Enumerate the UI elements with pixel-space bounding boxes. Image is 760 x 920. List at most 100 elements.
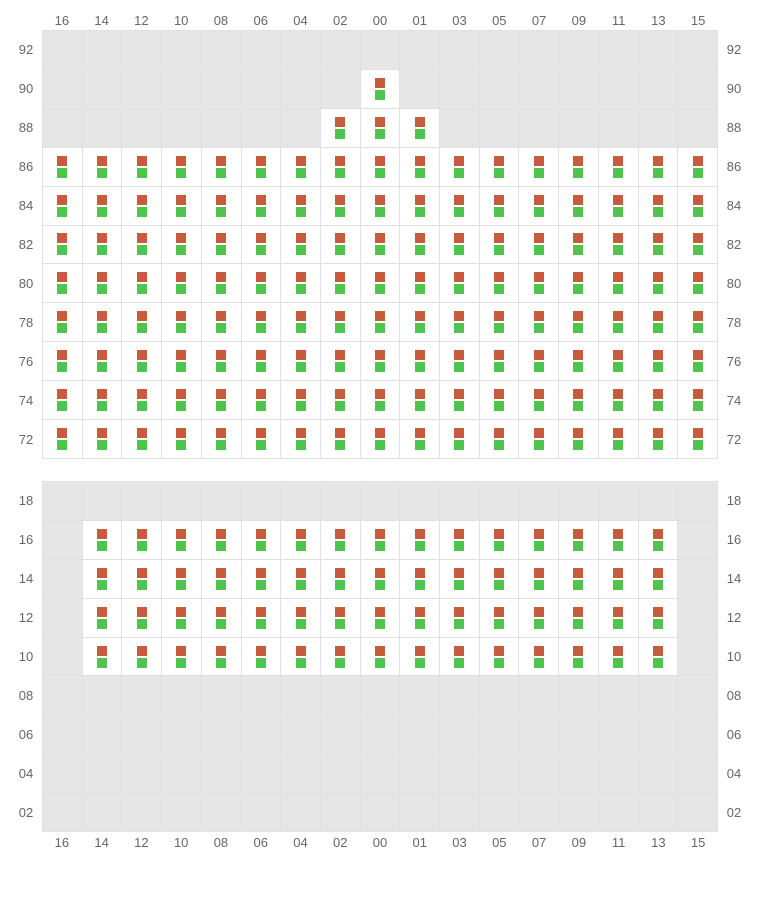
slot-occupied[interactable] — [598, 638, 638, 676]
slot-occupied[interactable] — [360, 148, 400, 186]
slot-occupied[interactable] — [677, 420, 718, 458]
slot-occupied[interactable] — [280, 599, 320, 637]
slot-occupied[interactable] — [42, 420, 82, 458]
slot-occupied[interactable] — [598, 381, 638, 419]
slot-occupied[interactable] — [161, 264, 201, 302]
slot-occupied[interactable] — [42, 148, 82, 186]
slot-occupied[interactable] — [558, 187, 598, 225]
slot-occupied[interactable] — [320, 521, 360, 559]
slot-occupied[interactable] — [82, 303, 122, 341]
slot-occupied[interactable] — [598, 187, 638, 225]
slot-occupied[interactable] — [360, 109, 400, 147]
slot-occupied[interactable] — [161, 226, 201, 264]
slot-occupied[interactable] — [82, 381, 122, 419]
slot-occupied[interactable] — [598, 560, 638, 598]
slot-occupied[interactable] — [241, 560, 281, 598]
slot-occupied[interactable] — [399, 381, 439, 419]
slot-occupied[interactable] — [360, 70, 400, 108]
slot-occupied[interactable] — [677, 187, 718, 225]
slot-occupied[interactable] — [518, 560, 558, 598]
slot-occupied[interactable] — [320, 381, 360, 419]
slot-occupied[interactable] — [280, 187, 320, 225]
slot-occupied[interactable] — [677, 381, 718, 419]
slot-occupied[interactable] — [479, 381, 519, 419]
slot-occupied[interactable] — [677, 148, 718, 186]
slot-occupied[interactable] — [399, 420, 439, 458]
slot-occupied[interactable] — [82, 264, 122, 302]
slot-occupied[interactable] — [439, 560, 479, 598]
slot-occupied[interactable] — [280, 342, 320, 380]
slot-occupied[interactable] — [360, 303, 400, 341]
slot-occupied[interactable] — [121, 381, 161, 419]
slot-occupied[interactable] — [161, 342, 201, 380]
slot-occupied[interactable] — [479, 560, 519, 598]
slot-occupied[interactable] — [677, 303, 718, 341]
slot-occupied[interactable] — [439, 187, 479, 225]
slot-occupied[interactable] — [558, 560, 598, 598]
slot-occupied[interactable] — [42, 226, 82, 264]
slot-occupied[interactable] — [121, 560, 161, 598]
slot-occupied[interactable] — [201, 226, 241, 264]
slot-occupied[interactable] — [320, 109, 360, 147]
slot-occupied[interactable] — [201, 264, 241, 302]
slot-occupied[interactable] — [82, 420, 122, 458]
slot-occupied[interactable] — [518, 303, 558, 341]
slot-occupied[interactable] — [558, 148, 598, 186]
slot-occupied[interactable] — [42, 381, 82, 419]
slot-occupied[interactable] — [280, 560, 320, 598]
slot-occupied[interactable] — [439, 148, 479, 186]
slot-occupied[interactable] — [518, 420, 558, 458]
slot-occupied[interactable] — [558, 420, 598, 458]
slot-occupied[interactable] — [439, 420, 479, 458]
slot-occupied[interactable] — [399, 187, 439, 225]
slot-occupied[interactable] — [201, 303, 241, 341]
slot-occupied[interactable] — [280, 303, 320, 341]
slot-occupied[interactable] — [518, 226, 558, 264]
slot-occupied[interactable] — [399, 638, 439, 676]
slot-occupied[interactable] — [320, 264, 360, 302]
slot-occupied[interactable] — [280, 638, 320, 676]
slot-occupied[interactable] — [479, 342, 519, 380]
slot-occupied[interactable] — [479, 148, 519, 186]
slot-occupied[interactable] — [360, 638, 400, 676]
slot-occupied[interactable] — [399, 264, 439, 302]
slot-occupied[interactable] — [399, 599, 439, 637]
slot-occupied[interactable] — [82, 187, 122, 225]
slot-occupied[interactable] — [320, 342, 360, 380]
slot-occupied[interactable] — [280, 420, 320, 458]
slot-occupied[interactable] — [280, 381, 320, 419]
slot-occupied[interactable] — [241, 264, 281, 302]
slot-occupied[interactable] — [598, 342, 638, 380]
slot-occupied[interactable] — [280, 148, 320, 186]
slot-occupied[interactable] — [518, 187, 558, 225]
slot-occupied[interactable] — [42, 187, 82, 225]
slot-occupied[interactable] — [518, 264, 558, 302]
slot-occupied[interactable] — [558, 599, 598, 637]
slot-occupied[interactable] — [42, 264, 82, 302]
slot-occupied[interactable] — [558, 264, 598, 302]
slot-occupied[interactable] — [518, 381, 558, 419]
slot-occupied[interactable] — [280, 521, 320, 559]
slot-occupied[interactable] — [479, 264, 519, 302]
slot-occupied[interactable] — [121, 187, 161, 225]
slot-occupied[interactable] — [638, 521, 678, 559]
slot-occupied[interactable] — [399, 148, 439, 186]
slot-occupied[interactable] — [439, 638, 479, 676]
slot-occupied[interactable] — [161, 420, 201, 458]
slot-occupied[interactable] — [121, 226, 161, 264]
slot-occupied[interactable] — [241, 420, 281, 458]
slot-occupied[interactable] — [399, 109, 439, 147]
slot-occupied[interactable] — [320, 420, 360, 458]
slot-occupied[interactable] — [42, 303, 82, 341]
slot-occupied[interactable] — [201, 521, 241, 559]
slot-occupied[interactable] — [439, 599, 479, 637]
slot-occupied[interactable] — [558, 381, 598, 419]
slot-occupied[interactable] — [121, 264, 161, 302]
slot-occupied[interactable] — [399, 226, 439, 264]
slot-occupied[interactable] — [399, 560, 439, 598]
slot-occupied[interactable] — [42, 342, 82, 380]
slot-occupied[interactable] — [161, 638, 201, 676]
slot-occupied[interactable] — [360, 420, 400, 458]
slot-occupied[interactable] — [638, 148, 678, 186]
slot-occupied[interactable] — [360, 264, 400, 302]
